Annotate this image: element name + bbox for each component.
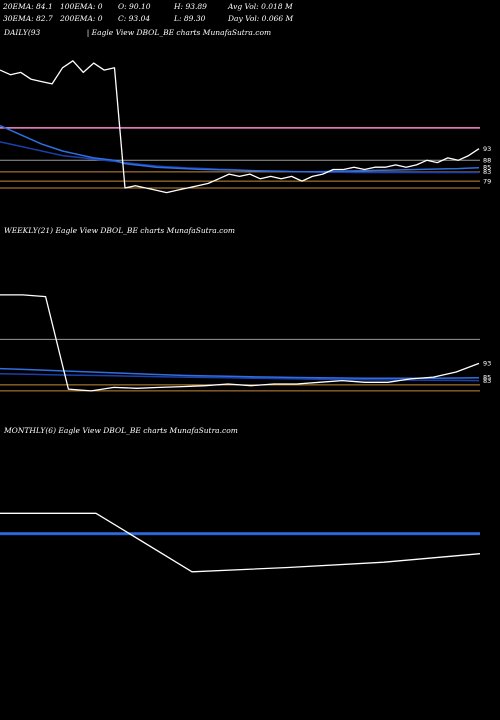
daily-tick-label-2: 85 (483, 163, 491, 171)
day-vol-label: Day Vol: 0.066 M (228, 14, 294, 23)
indicator-header: 20EMA: 84.1 100EMA: 0 O: 90.10 H: 93.89 … (0, 0, 500, 30)
weekly-ema-fast-line (0, 367, 480, 380)
weekly-tick-label-1: 85 (483, 373, 491, 381)
high-label: H: 93.89 (174, 2, 207, 11)
open-label: O: 90.10 (118, 2, 151, 11)
ema100-label: 100EMA: 0 (60, 2, 103, 11)
monthly-chart (0, 512, 481, 573)
weekly-panel-title: WEEKLY(21) Eagle View DBOL_BE charts Mun… (4, 226, 235, 235)
ema20-label: 20EMA: 84.1 (3, 2, 53, 11)
daily-title: DAILY(93 (4, 28, 41, 37)
weekly-tick-label-0: 93 (483, 360, 491, 368)
ema200-label: 200EMA: 0 (60, 14, 103, 23)
daily-panel-title: DAILY(93 | Eagle View DBOL_BE charts Mun… (4, 28, 271, 37)
close-label: C: 93.04 (118, 14, 151, 23)
monthly-price-line (0, 512, 481, 573)
weekly-tick-label-2: 83 (483, 377, 491, 385)
daily-tick-label-3: 83 (483, 168, 491, 176)
daily-price-line (0, 60, 480, 194)
daily-tick-label-4: 79 (483, 177, 491, 185)
daily-ema-slow-line (0, 141, 479, 174)
ema30-label: 30EMA: 82.7 (3, 14, 53, 23)
daily-ema-fast-line (0, 124, 480, 173)
daily-tick-label-1: 88 (483, 157, 491, 165)
avg-vol-label: Avg Vol: 0.018 M (228, 2, 293, 11)
monthly-panel-title: MONTHLY(6) Eagle View DBOL_BE charts Mun… (4, 426, 238, 435)
low-label: L: 89.30 (174, 14, 206, 23)
daily-tick-label-0: 93 (483, 145, 491, 153)
weekly-price-line (0, 294, 480, 392)
daily-subtitle: | Eagle View DBOL_BE charts MunafaSutra.… (86, 28, 272, 37)
